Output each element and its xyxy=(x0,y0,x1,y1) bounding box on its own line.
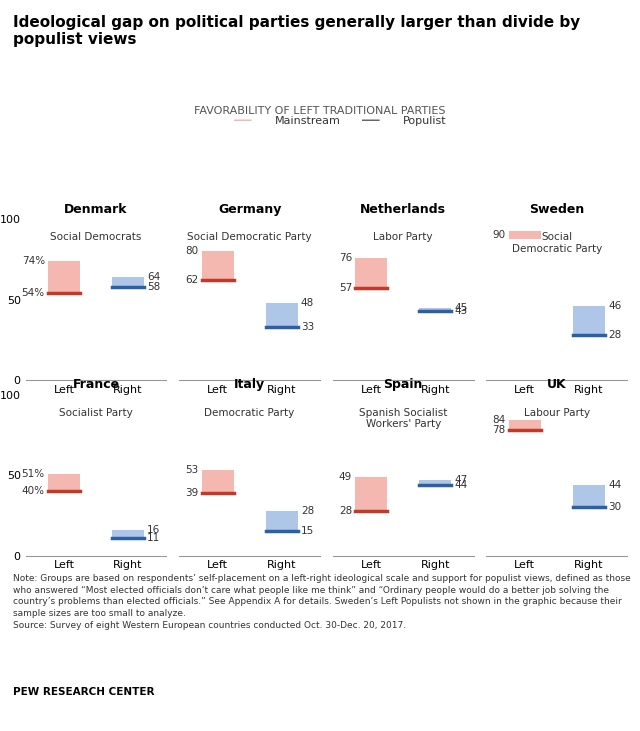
Text: 28: 28 xyxy=(339,506,352,515)
Text: France: France xyxy=(72,378,120,391)
Bar xyxy=(266,303,298,327)
Text: Social Democratic Party: Social Democratic Party xyxy=(188,232,312,243)
Text: Note: Groups are based on respondents’ self-placement on a left-right ideologica: Note: Groups are based on respondents’ s… xyxy=(13,574,630,630)
Text: Labour Party: Labour Party xyxy=(524,408,590,418)
Text: 15: 15 xyxy=(301,526,314,537)
Bar xyxy=(419,480,451,485)
Text: 33: 33 xyxy=(301,322,314,332)
Bar xyxy=(355,477,387,510)
Text: 30: 30 xyxy=(608,502,621,512)
Bar xyxy=(419,308,451,311)
Text: 44: 44 xyxy=(454,480,468,490)
Text: 43: 43 xyxy=(454,306,468,316)
Text: PEW RESEARCH CENTER: PEW RESEARCH CENTER xyxy=(13,687,154,697)
Text: 44: 44 xyxy=(608,480,621,490)
Text: 48: 48 xyxy=(301,298,314,308)
Text: 62: 62 xyxy=(185,276,198,285)
Text: Denmark: Denmark xyxy=(64,202,128,216)
Text: 45: 45 xyxy=(454,303,468,313)
Text: Socialist Party: Socialist Party xyxy=(59,408,133,418)
Bar xyxy=(202,251,234,281)
Text: 90: 90 xyxy=(492,230,506,240)
Bar xyxy=(266,510,298,531)
Text: 47: 47 xyxy=(454,475,468,485)
Text: 53: 53 xyxy=(185,466,198,475)
Text: 64: 64 xyxy=(147,272,161,282)
Text: Ideological gap on political parties generally larger than divide by populist vi: Ideological gap on political parties gen… xyxy=(13,15,580,47)
Text: UK: UK xyxy=(547,378,566,391)
Bar xyxy=(112,530,144,538)
Bar xyxy=(48,261,80,293)
Text: Mainstream: Mainstream xyxy=(275,115,341,126)
Text: 28: 28 xyxy=(301,506,314,515)
Bar xyxy=(509,420,541,430)
Bar xyxy=(355,258,387,289)
Text: Social Democrats: Social Democrats xyxy=(51,232,141,243)
Text: Germany: Germany xyxy=(218,202,282,216)
Text: Italy: Italy xyxy=(234,378,265,391)
Text: 49: 49 xyxy=(339,471,352,482)
Text: 74%: 74% xyxy=(22,256,45,266)
Bar xyxy=(573,306,605,335)
Text: —: — xyxy=(234,111,253,130)
Text: 54%: 54% xyxy=(22,288,45,298)
Bar xyxy=(48,474,80,491)
Text: Sweden: Sweden xyxy=(529,202,584,216)
Bar xyxy=(573,485,605,507)
Text: 39: 39 xyxy=(185,488,198,498)
Text: Spanish Socialist
Workers' Party: Spanish Socialist Workers' Party xyxy=(359,408,447,430)
Text: 76: 76 xyxy=(339,253,352,263)
Text: FAVORABILITY OF LEFT TRADITIONAL PARTIES: FAVORABILITY OF LEFT TRADITIONAL PARTIES xyxy=(195,106,445,116)
Bar xyxy=(202,470,234,493)
Text: 28: 28 xyxy=(608,330,621,340)
Text: 16: 16 xyxy=(147,525,161,535)
Text: 58: 58 xyxy=(147,282,161,292)
Text: 51%: 51% xyxy=(22,469,45,479)
Text: 84: 84 xyxy=(492,415,506,425)
Text: Populist: Populist xyxy=(403,115,447,126)
Text: 78: 78 xyxy=(492,425,506,435)
Bar xyxy=(509,230,541,238)
Text: 46: 46 xyxy=(608,301,621,311)
Text: Social
Democratic Party: Social Democratic Party xyxy=(511,232,602,254)
Text: 11: 11 xyxy=(147,533,161,543)
Text: Netherlands: Netherlands xyxy=(360,202,446,216)
Text: Spain: Spain xyxy=(383,378,423,391)
Text: 57: 57 xyxy=(339,284,352,293)
Bar xyxy=(112,277,144,287)
Text: Democratic Party: Democratic Party xyxy=(204,408,295,418)
Text: 80: 80 xyxy=(185,246,198,257)
Text: Labor Party: Labor Party xyxy=(374,232,433,243)
Text: —: — xyxy=(362,111,381,130)
Text: 40%: 40% xyxy=(22,486,45,496)
